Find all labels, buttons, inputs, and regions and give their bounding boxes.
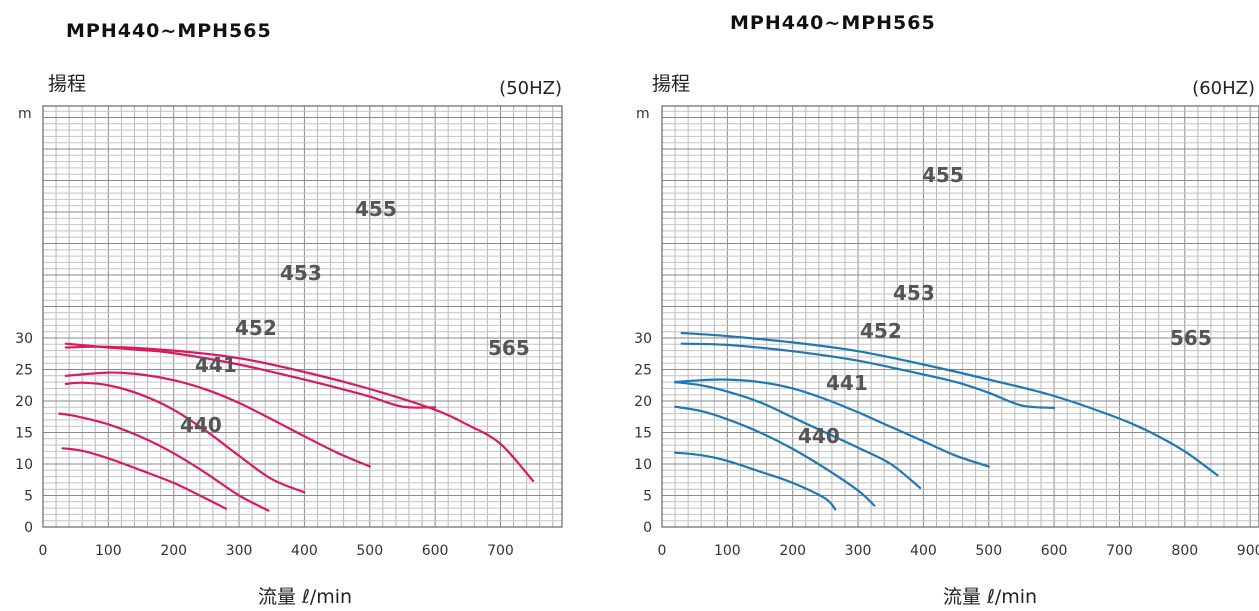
series-line-455 <box>64 342 437 409</box>
x-tick-label: 200 <box>779 543 806 559</box>
y-tick-label: 10 <box>15 457 33 473</box>
series-line-565 <box>64 345 535 483</box>
x-tick-label: 500 <box>356 543 383 559</box>
y-tick-label: 10 <box>634 457 652 473</box>
series-line-452 <box>674 381 922 489</box>
plot-frame <box>661 105 1259 528</box>
x-tick-label: 400 <box>291 543 318 559</box>
series-label-452: 452 <box>860 319 902 343</box>
frequency-label: (60HZ) <box>1192 78 1255 99</box>
y-tick-label: 25 <box>634 363 652 379</box>
x-tick-label: 300 <box>845 543 872 559</box>
y-tick-label: 15 <box>634 426 652 442</box>
series-line-440 <box>674 451 837 511</box>
x-tick-label: 600 <box>422 543 449 559</box>
series-line-453 <box>64 371 371 468</box>
series-line-452 <box>64 381 306 494</box>
y-tick-label: 30 <box>634 331 652 347</box>
grid <box>42 106 562 528</box>
y-axis-title: 揚程 <box>48 73 86 95</box>
series-line-453 <box>674 378 990 468</box>
y-tick-label: 15 <box>15 426 33 442</box>
x-tick-label: 200 <box>160 543 187 559</box>
x-tick-label: 800 <box>1171 543 1198 559</box>
grid <box>661 106 1259 528</box>
y-axis-unit: m <box>18 106 32 122</box>
plot-frame <box>42 105 563 528</box>
x-tick-label: 0 <box>39 543 48 559</box>
y-tick-label: 5 <box>24 489 33 505</box>
series-label-455: 455 <box>355 197 397 221</box>
chart-title-50hz: MPH440~MPH565 <box>66 20 272 42</box>
series-line-565 <box>680 331 1219 477</box>
series-label-441: 441 <box>826 371 868 395</box>
y-tick-label: 0 <box>643 520 652 536</box>
chart-panel-0: 0 100 200 300 400 500 600 700 0 5 10 15 20 25 30 揚程 m (50… <box>15 73 563 608</box>
y-tick-label: 5 <box>643 489 652 505</box>
series-label-565: 565 <box>488 336 530 360</box>
series-line-440 <box>61 447 228 510</box>
series-label-440: 440 <box>180 413 222 437</box>
x-tick-label: 500 <box>975 543 1002 559</box>
y-tick-label: 25 <box>15 363 33 379</box>
y-tick-label: 30 <box>15 331 33 347</box>
chart-title-60hz: MPH440~MPH565 <box>730 12 936 34</box>
series-label-565: 565 <box>1170 326 1212 350</box>
x-axis-title: 流量 ℓ/min <box>258 586 352 608</box>
x-tick-label: 0 <box>658 543 667 559</box>
x-tick-label: 700 <box>1106 543 1133 559</box>
x-tick-label: 700 <box>487 543 514 559</box>
y-tick-label: 0 <box>24 520 33 536</box>
y-tick-label: 20 <box>634 394 652 410</box>
x-tick-label: 400 <box>910 543 937 559</box>
series-label-440: 440 <box>798 424 840 448</box>
y-tick-label: 20 <box>15 394 33 410</box>
series-label-441: 441 <box>195 353 237 377</box>
chart-panel-1: 0 100 200 300 400 500 600 700 800 900 0 5 10 15 20 25 30… <box>634 73 1259 608</box>
series-label-455: 455 <box>922 163 964 187</box>
series-label-453: 453 <box>280 261 322 285</box>
y-axis-unit: m <box>636 106 650 122</box>
x-tick-label: 900 <box>1237 543 1259 559</box>
x-tick-label: 100 <box>95 543 122 559</box>
x-axis-title: 流量 ℓ/min <box>943 586 1037 608</box>
x-tick-label: 600 <box>1041 543 1068 559</box>
x-tick-label: 300 <box>226 543 253 559</box>
series-label-452: 452 <box>235 316 277 340</box>
y-axis-title: 揚程 <box>652 73 690 95</box>
series-line-441 <box>58 412 270 512</box>
series-line-455 <box>680 342 1056 409</box>
frequency-label: (50HZ) <box>499 78 562 99</box>
series-line-441 <box>674 405 876 507</box>
series-label-453: 453 <box>893 281 935 305</box>
x-tick-label: 100 <box>714 543 741 559</box>
